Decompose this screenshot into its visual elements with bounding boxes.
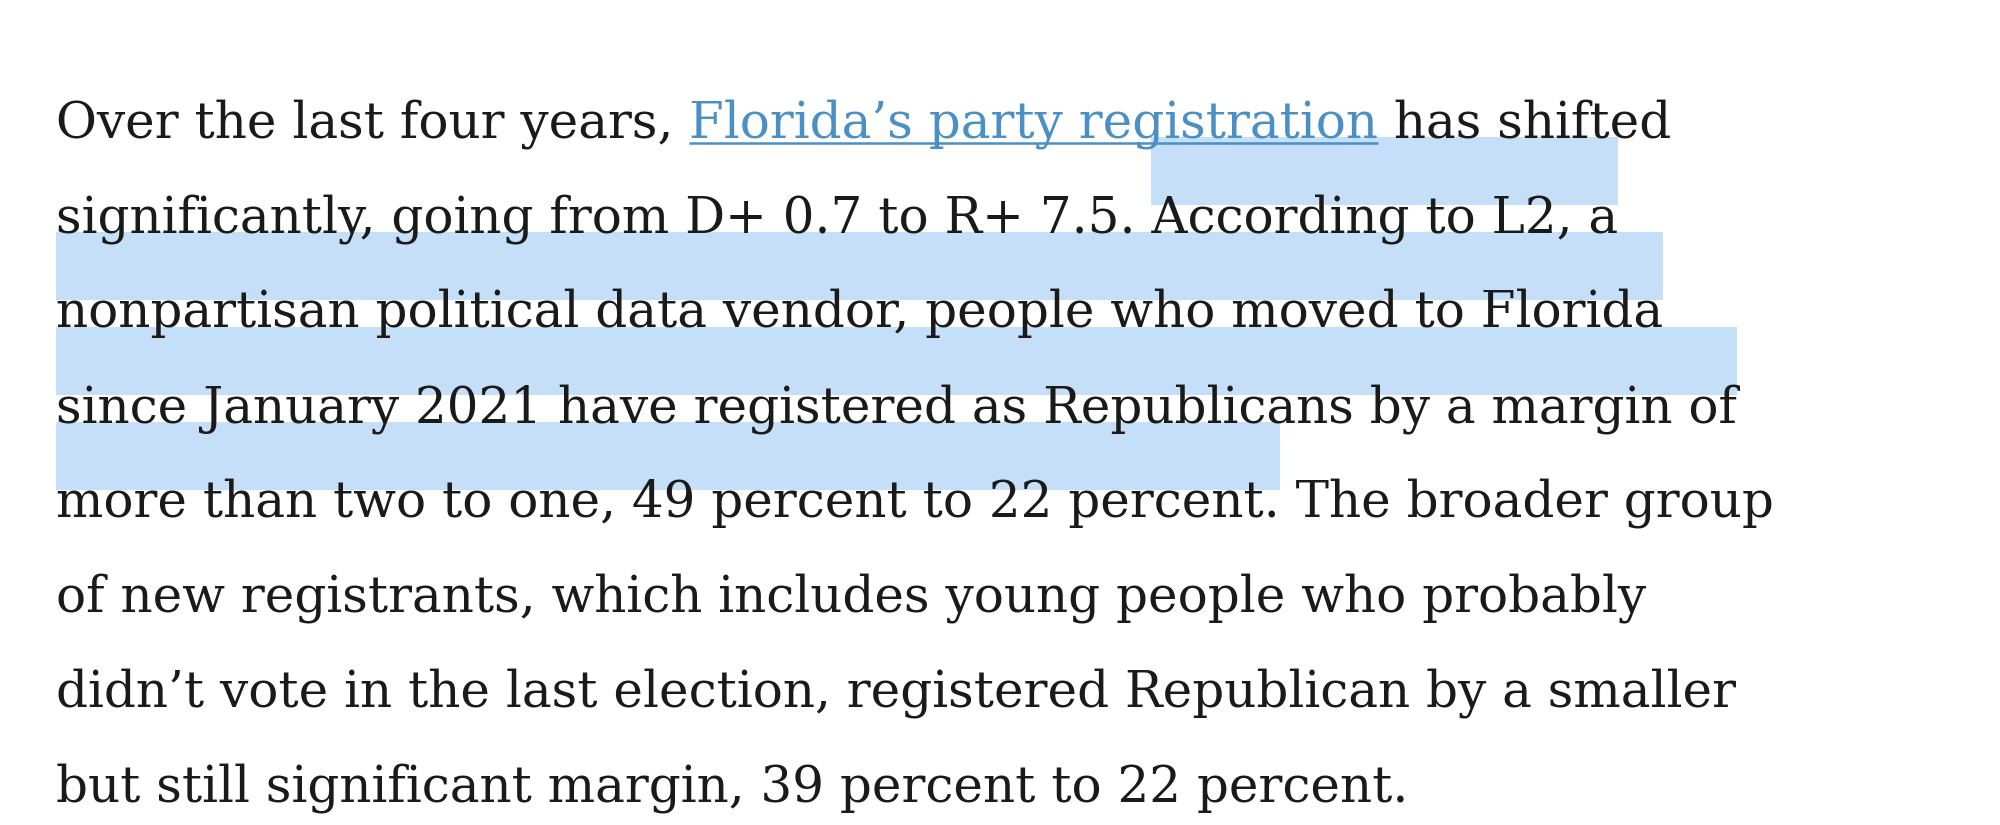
Text: but still significant margin, 39 percent to 22 percent.: but still significant margin, 39 percent… bbox=[56, 763, 1408, 813]
Text: Over the last four years,: Over the last four years, bbox=[56, 99, 690, 149]
Text: more than two to one, 49 percent to 22 percent. The broader group: more than two to one, 49 percent to 22 p… bbox=[56, 478, 1774, 529]
Text: nonpartisan political data vendor, people who moved to Florida: nonpartisan political data vendor, peopl… bbox=[56, 289, 1664, 338]
Text: since January 2021 have registered as Republicans by a margin of: since January 2021 have registered as Re… bbox=[56, 384, 1736, 434]
Text: of new registrants, which includes young people who probably: of new registrants, which includes young… bbox=[56, 573, 1646, 624]
Text: didn’t vote in the last election, registered Republican by a smaller: didn’t vote in the last election, regist… bbox=[56, 668, 1736, 719]
Bar bbox=[1152, 138, 1618, 205]
Bar bbox=[56, 233, 1664, 299]
Bar bbox=[56, 422, 1280, 489]
Text: Florida’s party registration: Florida’s party registration bbox=[690, 99, 1378, 149]
Bar bbox=[56, 328, 1736, 394]
Text: significantly, going from D+ 0.7 to R+ 7.5. According to L2, a: significantly, going from D+ 0.7 to R+ 7… bbox=[56, 194, 1618, 244]
Text: has shifted: has shifted bbox=[1378, 99, 1672, 148]
